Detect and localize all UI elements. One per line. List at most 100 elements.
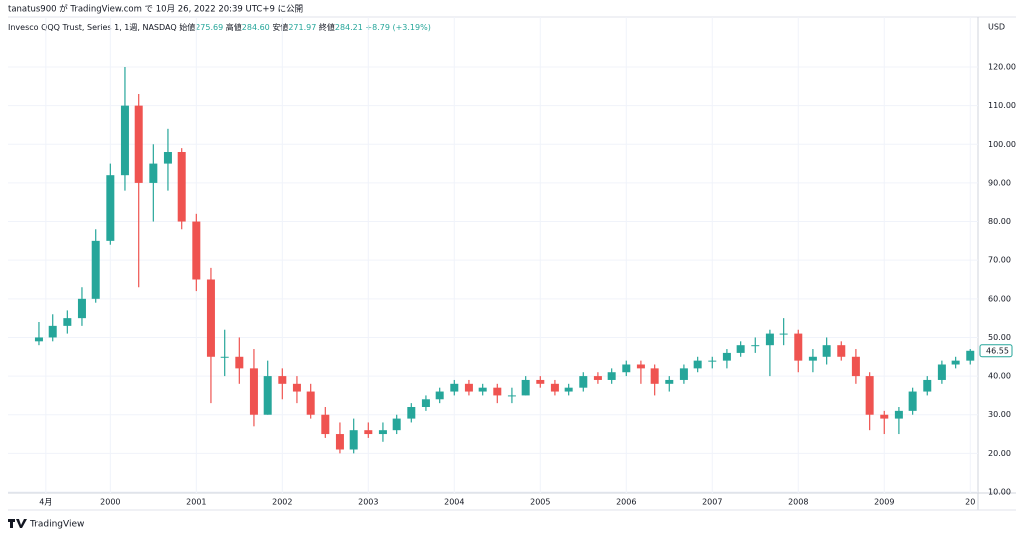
y-tick-label: 50.00 bbox=[988, 333, 1011, 342]
candle-body bbox=[665, 379, 674, 384]
y-tick-label: 120.00 bbox=[988, 63, 1016, 72]
legend-field-value: 275.69 bbox=[195, 23, 223, 32]
candle-body bbox=[321, 414, 330, 435]
legend-field-label: 始値 bbox=[179, 22, 195, 32]
candle-body bbox=[908, 391, 917, 411]
candle-body bbox=[722, 352, 731, 361]
x-tick-label: 2004 bbox=[444, 498, 464, 507]
candle-body bbox=[292, 383, 301, 392]
candle-body bbox=[77, 298, 86, 319]
candle-body bbox=[464, 383, 473, 392]
candle-body bbox=[91, 240, 100, 299]
x-tick-label: 4月 bbox=[39, 498, 52, 507]
candle-body bbox=[48, 325, 57, 338]
legend-field-value: 284.21 bbox=[335, 23, 363, 32]
candle-body bbox=[478, 387, 487, 392]
brand-logo bbox=[8, 519, 27, 528]
header: tanatus900 が TradingView.com で 10月 26, 2… bbox=[8, 4, 303, 15]
candle-body bbox=[951, 360, 960, 365]
x-tick-label: 2009 bbox=[874, 498, 894, 507]
candle-body bbox=[364, 430, 373, 435]
currency: USD bbox=[988, 23, 1005, 32]
candles bbox=[34, 67, 975, 454]
candle-body bbox=[435, 391, 444, 400]
candle-body bbox=[593, 376, 602, 380]
candle-body bbox=[865, 376, 874, 415]
candle-body bbox=[149, 163, 158, 183]
y-tick-label: 110.00 bbox=[988, 101, 1016, 110]
candle-body bbox=[579, 376, 588, 388]
candle-body bbox=[220, 356, 229, 358]
y-tick-label: 80.00 bbox=[988, 217, 1011, 226]
x-tick-label: 2000 bbox=[100, 498, 120, 507]
candle-body bbox=[407, 407, 416, 419]
candle-body bbox=[134, 105, 143, 183]
x-tick-label: 2007 bbox=[702, 498, 722, 507]
candle-body bbox=[708, 360, 717, 362]
candle-body bbox=[937, 364, 946, 380]
candle-body bbox=[894, 410, 903, 419]
x-tick-label: 2006 bbox=[616, 498, 636, 507]
y-tick-label: 90.00 bbox=[988, 178, 1011, 187]
brand: TradingView bbox=[29, 520, 84, 530]
candle-body bbox=[521, 379, 530, 396]
candle-body bbox=[63, 318, 72, 326]
candle-body bbox=[106, 175, 115, 241]
y-tick-label: 60.00 bbox=[988, 294, 1011, 303]
x-tick-label: 20 bbox=[965, 498, 975, 507]
candle-body bbox=[120, 105, 129, 176]
last-price-label: 46.55 bbox=[986, 346, 1009, 355]
candle-body bbox=[392, 418, 401, 431]
y-tick-label: 30.00 bbox=[988, 410, 1011, 419]
legend-field-value: 271.97 bbox=[288, 23, 316, 32]
candle-body bbox=[450, 383, 459, 392]
candle-body bbox=[693, 360, 702, 369]
candle-body bbox=[837, 345, 846, 357]
candle-body bbox=[607, 372, 616, 380]
candle-body bbox=[751, 345, 760, 347]
x-tick-label: 2008 bbox=[788, 498, 808, 507]
candle-body bbox=[822, 345, 831, 357]
y-tick-label: 40.00 bbox=[988, 372, 1011, 381]
candle-body bbox=[923, 379, 932, 392]
candle-body bbox=[736, 345, 745, 353]
candle-body bbox=[507, 395, 516, 397]
legend-change: +8.79 (+3.19%) bbox=[365, 23, 430, 32]
y-tick-label: 20.00 bbox=[988, 449, 1011, 458]
candle-body bbox=[177, 152, 186, 222]
y-tick-label: 10.00 bbox=[988, 488, 1011, 497]
legend-field-label: 高値 bbox=[226, 22, 242, 32]
candle-body bbox=[349, 430, 358, 450]
candle-body bbox=[794, 333, 803, 361]
candle-body bbox=[192, 221, 201, 280]
x-tick-label: 2001 bbox=[186, 498, 206, 507]
candle-body bbox=[263, 376, 272, 415]
candle-body bbox=[880, 414, 889, 419]
candle-body bbox=[851, 356, 860, 377]
candle-body bbox=[636, 364, 645, 369]
candle-body bbox=[622, 364, 631, 373]
candle-body bbox=[335, 434, 344, 450]
x-tick-label: 2005 bbox=[530, 498, 550, 507]
legend-field-value: 284.60 bbox=[242, 23, 270, 32]
last-price-box bbox=[979, 344, 1013, 358]
candle-body bbox=[206, 279, 215, 357]
candle-body bbox=[378, 430, 387, 435]
candle-body bbox=[278, 376, 287, 384]
candle-body bbox=[779, 333, 788, 335]
candle-body bbox=[765, 333, 774, 346]
y-tick-label: 100.00 bbox=[988, 140, 1016, 149]
y-tick-label: 70.00 bbox=[988, 256, 1011, 265]
candle-body bbox=[966, 350, 975, 361]
legend: Invesco QQQ Trust, Series 1, 1週, NASDAQ … bbox=[8, 22, 431, 32]
candle-body bbox=[536, 379, 545, 384]
candle-body bbox=[564, 387, 573, 392]
x-tick-label: 2002 bbox=[272, 498, 292, 507]
legend-symbol: Invesco QQQ Trust, Series 1, 1週, NASDAQ bbox=[8, 23, 177, 32]
candle-body bbox=[679, 368, 688, 380]
candle-body bbox=[249, 368, 258, 415]
candle-body bbox=[808, 356, 817, 361]
